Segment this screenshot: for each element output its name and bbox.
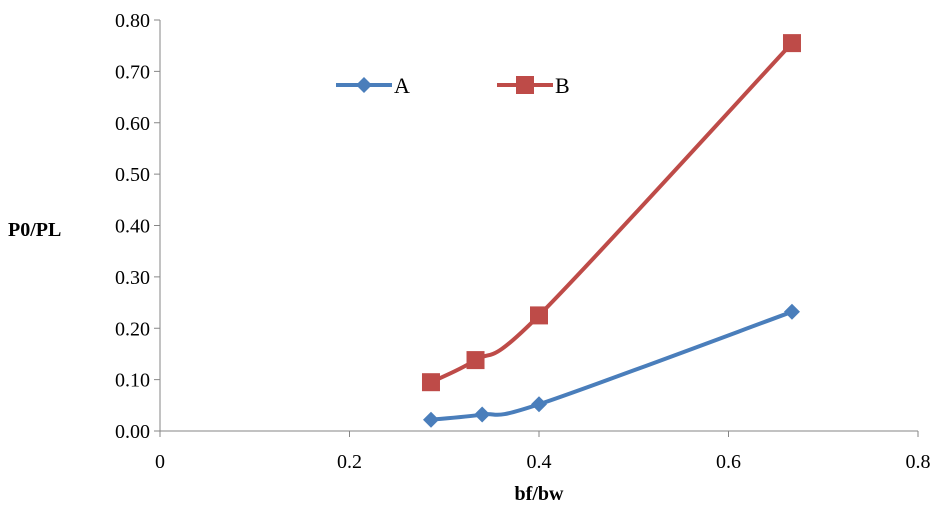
y-axis-title: P0/PL <box>8 219 61 241</box>
x-tick-label: 0.2 <box>337 451 362 473</box>
y-axis-ticks: 0.00 0.10 0.20 0.30 0.40 0.50 0.60 0.70 0.80 <box>115 10 160 443</box>
series-B <box>421 34 801 392</box>
series-A-point-marker <box>783 303 800 320</box>
y-tick-label: 0.70 <box>115 61 150 83</box>
legend-item-B: B <box>497 73 570 98</box>
y-tick-label: 0.40 <box>115 216 150 238</box>
y-tick-label: 0.60 <box>115 113 150 135</box>
x-tick-label: 0.4 <box>527 451 552 473</box>
series-A-line <box>428 309 794 422</box>
y-tick-label: 0.10 <box>115 370 150 392</box>
legend-label: A <box>394 73 410 98</box>
legend-label: B <box>555 73 570 98</box>
series-A-point-marker <box>531 396 547 413</box>
x-axis-ticks: 0 0.2 0.4 0.6 0.8 <box>155 431 931 473</box>
y-tick-label: 0.20 <box>115 318 150 340</box>
series-layer <box>421 34 801 428</box>
series-B-point-marker <box>782 34 801 53</box>
x-tick-label: 0 <box>155 451 165 473</box>
y-tick-label: 0.80 <box>115 10 150 32</box>
legend-marker <box>516 76 534 94</box>
legend-item-A: A <box>336 73 410 98</box>
x-axis-title: bf/bw <box>515 483 564 505</box>
series-B-point-marker <box>421 373 440 392</box>
x-tick-label: 0.6 <box>716 451 741 473</box>
series-B-point-marker <box>466 351 485 370</box>
legend-marker <box>356 77 372 93</box>
series-A <box>422 303 800 428</box>
series-A-point-marker <box>474 406 491 423</box>
series-B-point-marker <box>530 306 548 325</box>
y-tick-label: 0.00 <box>115 421 150 443</box>
series-A-point-marker <box>422 411 439 428</box>
x-tick-label: 0.8 <box>906 451 931 473</box>
y-tick-label: 0.50 <box>115 164 150 186</box>
y-tick-label: 0.30 <box>115 267 150 289</box>
